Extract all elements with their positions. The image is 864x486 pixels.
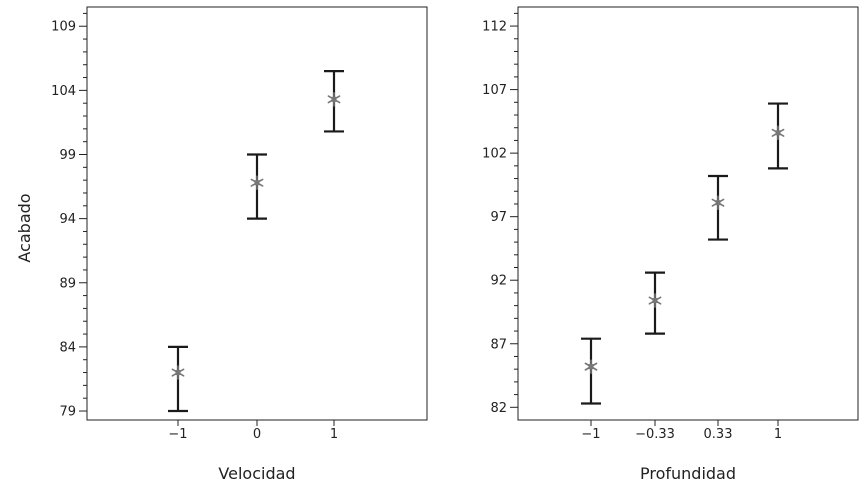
mean-marker xyxy=(171,365,185,380)
x-tick-label: −1 xyxy=(168,427,187,442)
x-tick-label: −1 xyxy=(581,427,600,442)
y-tick-label: 82 xyxy=(490,401,507,416)
x-axis-title: Profundidad xyxy=(640,464,736,483)
y-tick-label: 109 xyxy=(51,20,76,35)
panel-velocidad: Acabado Velocidad 79 84 89 94 99 104 109 −1 0 1 xyxy=(15,6,428,483)
mean-marker-center xyxy=(254,180,260,186)
mean-marker-center xyxy=(715,200,721,206)
y-tick-label: 87 xyxy=(490,337,507,352)
mean-marker xyxy=(771,125,785,141)
y-tick-label: 99 xyxy=(59,148,76,163)
mean-marker-center xyxy=(331,96,337,102)
mean-marker xyxy=(584,359,598,374)
mean-marker-center xyxy=(175,370,181,376)
mean-marker xyxy=(648,293,662,308)
y-tick-label: 89 xyxy=(59,276,76,291)
y-axis-title: Acabado xyxy=(15,193,34,262)
x-tick-label: 0.33 xyxy=(704,427,733,442)
y-tick-label: 84 xyxy=(59,340,76,355)
mean-marker xyxy=(711,195,725,210)
mean-marker-center xyxy=(652,298,658,304)
panel-profundidad: Profundidad 82 87 92 97 102 107 112 −1 −0.33 0.33… xyxy=(482,6,859,483)
y-tick-label: 112 xyxy=(482,20,507,35)
y-tick-label: 94 xyxy=(59,212,76,227)
x-tick-label: −0.33 xyxy=(635,427,675,442)
mean-marker xyxy=(327,92,341,107)
x-axis-title: Velocidad xyxy=(218,464,295,483)
x-tick-label: 1 xyxy=(774,427,782,442)
plot-frame xyxy=(517,6,859,421)
mean-marker-center xyxy=(588,364,594,370)
mean-marker-center xyxy=(775,130,781,136)
x-tick-label: 1 xyxy=(330,427,338,442)
y-tick-label: 97 xyxy=(490,210,507,225)
mean-marker xyxy=(250,175,264,191)
y-tick-label: 92 xyxy=(490,274,507,289)
y-tick-label: 107 xyxy=(482,83,507,98)
y-tick-label: 104 xyxy=(51,84,76,99)
y-tick-label: 102 xyxy=(482,147,507,162)
y-tick-label: 79 xyxy=(59,405,76,420)
x-tick-label: 0 xyxy=(253,427,261,442)
